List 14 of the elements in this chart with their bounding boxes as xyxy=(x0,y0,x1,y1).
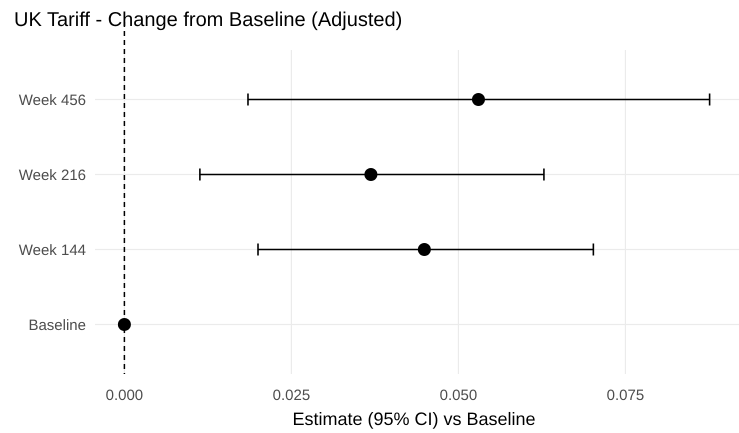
y-tick-label: Week 456 xyxy=(18,92,86,109)
point xyxy=(118,318,131,331)
x-tick-label: 0.000 xyxy=(106,387,144,404)
x-axis-title: Estimate (95% CI) vs Baseline xyxy=(292,409,536,429)
x-tick-label: 0.025 xyxy=(272,387,310,404)
point xyxy=(418,243,431,256)
point xyxy=(472,93,485,106)
point xyxy=(364,168,378,181)
x-tick-label: 0.075 xyxy=(606,387,644,404)
y-tick-label: Baseline xyxy=(28,316,86,334)
y-tick-label: Week 216 xyxy=(18,166,86,184)
y-tick-label: Week 144 xyxy=(18,242,86,259)
chart-title: UK Tariff - Change from Baseline (Adjusted) xyxy=(14,9,402,31)
x-tick-label: 0.050 xyxy=(440,387,478,404)
